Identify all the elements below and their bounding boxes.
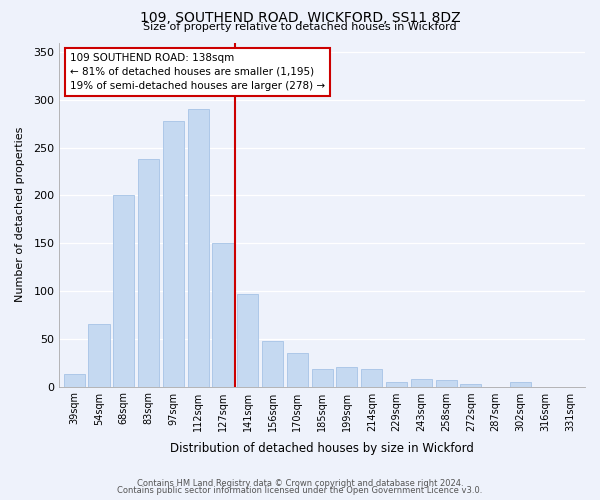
Bar — [386, 382, 407, 386]
Bar — [436, 380, 457, 386]
Bar — [64, 374, 85, 386]
Bar — [163, 121, 184, 386]
Text: Contains public sector information licensed under the Open Government Licence v3: Contains public sector information licen… — [118, 486, 482, 495]
Bar — [361, 370, 382, 386]
Bar — [510, 382, 531, 386]
Y-axis label: Number of detached properties: Number of detached properties — [15, 127, 25, 302]
Text: Contains HM Land Registry data © Crown copyright and database right 2024.: Contains HM Land Registry data © Crown c… — [137, 478, 463, 488]
Bar — [212, 243, 233, 386]
Bar — [311, 370, 332, 386]
X-axis label: Distribution of detached houses by size in Wickford: Distribution of detached houses by size … — [170, 442, 474, 455]
Bar — [262, 340, 283, 386]
Bar — [138, 159, 159, 386]
Bar — [287, 353, 308, 386]
Text: Size of property relative to detached houses in Wickford: Size of property relative to detached ho… — [143, 22, 457, 32]
Bar — [237, 294, 259, 386]
Text: 109, SOUTHEND ROAD, WICKFORD, SS11 8DZ: 109, SOUTHEND ROAD, WICKFORD, SS11 8DZ — [140, 11, 460, 25]
Text: 109 SOUTHEND ROAD: 138sqm
← 81% of detached houses are smaller (1,195)
19% of se: 109 SOUTHEND ROAD: 138sqm ← 81% of detac… — [70, 53, 325, 91]
Bar — [188, 110, 209, 386]
Bar — [411, 379, 432, 386]
Bar — [113, 196, 134, 386]
Bar — [88, 324, 110, 386]
Bar — [337, 368, 358, 386]
Bar — [460, 384, 481, 386]
